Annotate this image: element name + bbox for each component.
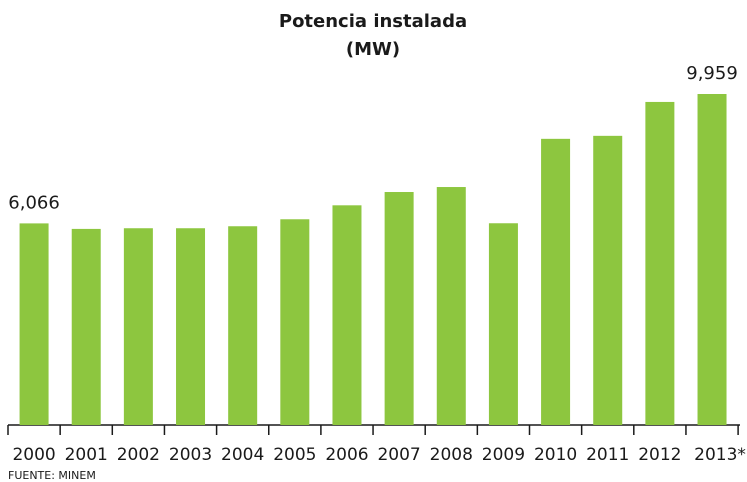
bar <box>123 228 153 425</box>
x-tick-label: 2010 <box>534 445 577 465</box>
x-tick-label: 2006 <box>325 445 368 465</box>
bar <box>176 228 206 425</box>
x-tick-label: 2004 <box>221 445 264 465</box>
bar <box>71 228 101 425</box>
data-label: 6,066 <box>8 192 60 213</box>
source: FUENTE: MINEM <box>8 469 96 482</box>
x-tick-label: 2001 <box>65 445 108 465</box>
bar <box>384 192 414 425</box>
bar <box>697 94 727 425</box>
bar <box>541 138 571 425</box>
x-tick-label: 2008 <box>430 445 473 465</box>
chart-subtitle: (MW) <box>346 39 400 60</box>
x-tick-label: 2009 <box>482 445 525 465</box>
x-tick-label: 2011 <box>586 445 629 465</box>
bar <box>488 223 518 425</box>
x-tick-label: 2013* <box>694 445 746 465</box>
bar <box>228 226 258 425</box>
x-tick-label: 2002 <box>117 445 160 465</box>
bar <box>19 223 49 425</box>
x-tick-label: 2005 <box>273 445 316 465</box>
data-label: 9,959 <box>686 63 738 84</box>
x-tick-label: 2000 <box>12 445 55 465</box>
x-tick-label: 2012 <box>638 445 681 465</box>
bar <box>645 101 675 425</box>
bar <box>436 187 466 425</box>
bar <box>280 219 310 425</box>
bar <box>593 135 623 425</box>
chart-title: Potencia instalada <box>279 11 467 32</box>
bar <box>332 205 362 425</box>
x-tick-label: 2007 <box>377 445 420 465</box>
x-tick-label: 2003 <box>169 445 212 465</box>
